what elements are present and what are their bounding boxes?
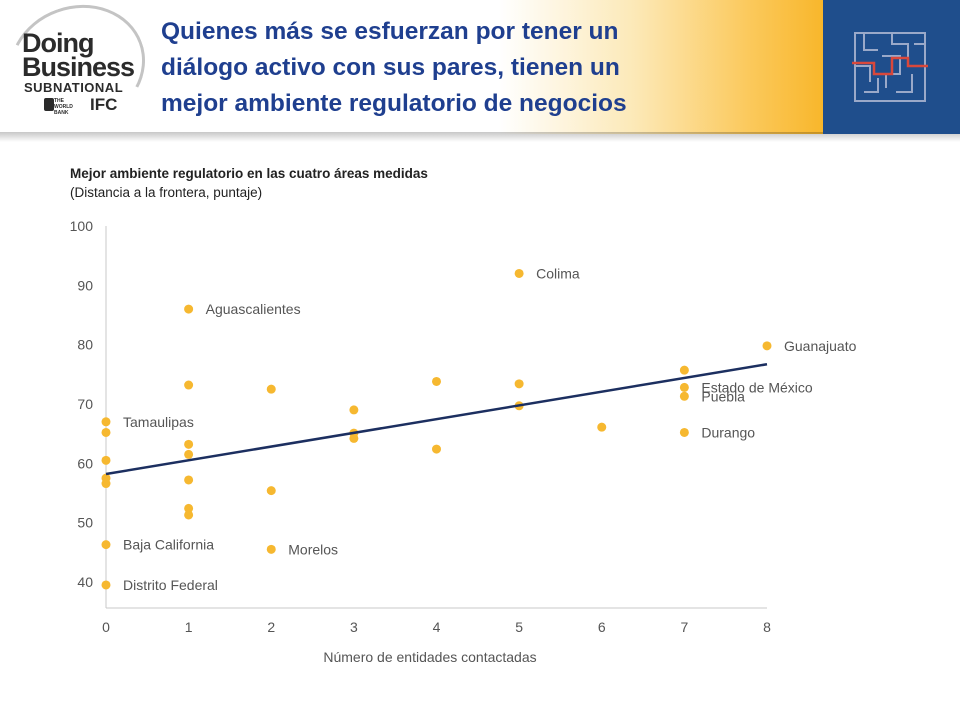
y-tick-label: 40 [77,574,93,590]
data-point [432,444,441,454]
doing-business-logo: Doing Business SUBNATIONAL THE WORLD BAN… [0,0,163,146]
data-point [101,479,111,489]
point-label: Guanajuato [784,338,857,354]
data-point [597,422,607,432]
slide-title: Quienes más se esfuerzan por tener un di… [161,18,627,117]
data-point [184,304,194,314]
data-point [762,341,772,351]
point-label: Distrito Federal [123,577,218,593]
data-point [101,417,111,427]
data-point [514,268,524,278]
data-point [679,365,689,375]
data-point [349,433,359,443]
point-label: Puebla [701,388,745,404]
x-axis-label: Número de entidades contactadas [323,649,536,665]
logo-text-ifc: IFC [90,95,118,114]
point-label: Durango [701,424,755,440]
data-point [184,449,194,459]
data-point [679,382,689,392]
header-band [0,0,960,134]
chart-title: Mejor ambiente regulatorio en las cuatro… [70,166,428,181]
data-point [101,580,111,590]
data-point [101,540,111,550]
data-point [184,380,194,390]
data-point [349,405,359,415]
x-tick-label: 3 [350,619,358,635]
x-tick-label: 1 [185,619,193,635]
x-tick-label: 2 [267,619,275,635]
data-point [266,544,276,554]
data-point [184,439,194,449]
x-tick-label: 4 [433,619,441,635]
y-tick-label: 60 [77,455,93,471]
point-label: Aguascalientes [206,301,301,317]
data-point [432,376,441,386]
x-tick-label: 5 [515,619,523,635]
world-bank-icon [44,98,54,111]
x-tick-label: 6 [598,619,606,635]
logo-text-business: Business [22,52,135,82]
y-tick-label: 90 [77,277,93,293]
y-tick-label: 50 [77,515,93,531]
point-label: Tamaulipas [123,414,194,430]
logo-text-doing: Doing [22,28,94,58]
header-shadow [0,132,960,142]
logo-text-subnational: SUBNATIONAL [24,80,124,95]
data-point [184,503,194,513]
data-point [266,384,276,394]
trend-line [105,363,768,476]
data-point [679,427,689,437]
logo-text-world-bank: THE WORLD BANK [54,98,73,116]
data-point [184,510,194,520]
x-tick-label: 8 [763,619,771,635]
point-label: Estado de México [701,379,812,395]
data-point [679,391,689,401]
point-label: Colima [536,265,580,281]
data-point [101,427,111,437]
y-tick-label: 70 [77,396,93,412]
data-point [514,379,524,389]
point-label: Baja California [123,537,214,553]
y-tick-label: 100 [70,218,94,234]
data-point [101,455,111,465]
point-label: Morelos [288,541,338,557]
maze-icon [852,32,928,102]
chart-subtitle: (Distancia a la frontera, puntaje) [70,185,263,200]
y-tick-label: 80 [77,337,93,353]
x-tick-label: 7 [680,619,688,635]
data-point [266,486,276,496]
data-point [184,475,194,485]
x-tick-label: 0 [102,619,110,635]
